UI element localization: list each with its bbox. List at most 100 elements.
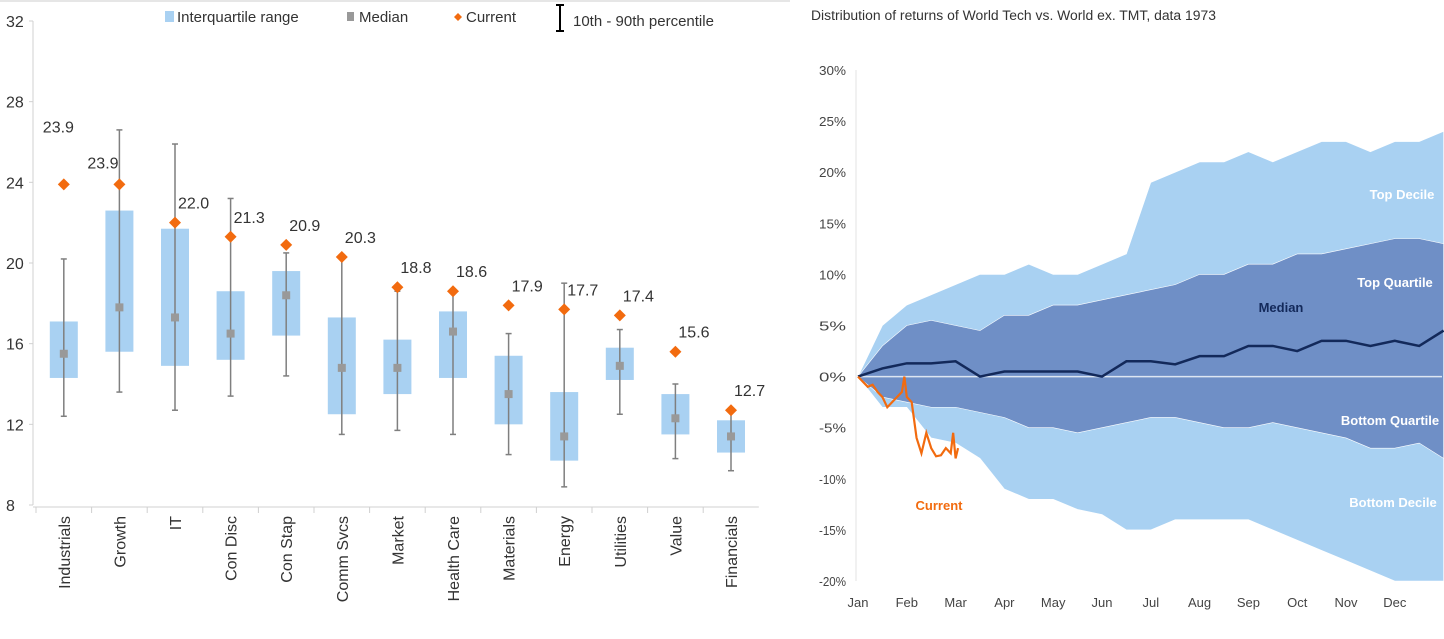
current-value-label: 18.8	[400, 260, 431, 277]
current-value-label: 17.7	[567, 282, 598, 299]
legend-whisker-swatch	[556, 4, 564, 32]
current-marker	[57, 178, 70, 191]
y-tick-label: -15%	[819, 523, 846, 538]
category-label: Value	[668, 516, 685, 556]
bottom-quartile-label: Bottom Quartile	[1341, 413, 1439, 428]
median-label: Median	[1259, 300, 1304, 315]
y-tick-label: 12	[6, 417, 24, 434]
legend-median-label: Median	[359, 9, 408, 26]
x-tick-label: Feb	[896, 595, 918, 610]
legend-iqr-label: Interquartile range	[177, 9, 299, 26]
legend-iqr-swatch	[165, 11, 174, 22]
current-marker	[447, 285, 459, 298]
y-tick-label: -20%	[819, 574, 846, 589]
current-marker	[613, 309, 626, 322]
bottom-decile-label: Bottom Decile	[1349, 495, 1436, 510]
y-tick-label: 16	[6, 337, 24, 354]
current-marker	[224, 230, 237, 243]
y-tick-label: 30%	[819, 63, 846, 78]
current-value-label: 17.4	[623, 288, 654, 305]
median-marker	[171, 313, 179, 322]
x-tick-label: Sep	[1237, 595, 1260, 610]
y-tick-label: 0%	[819, 370, 847, 385]
x-tick-label: Mar	[944, 595, 967, 610]
category-label: Growth	[112, 516, 129, 568]
x-tick-label: Aug	[1188, 595, 1211, 610]
legend-current-label: Current	[466, 9, 517, 26]
current-line	[857, 375, 960, 459]
legend-whisker-label: 10th - 90th percentile	[573, 13, 714, 30]
current-value-label: 23.9	[87, 155, 118, 172]
current-marker	[725, 404, 737, 417]
median-marker	[282, 291, 291, 300]
legend-current-swatch	[454, 13, 462, 21]
right-chart-title: Distribution of returns of World Tech vs…	[811, 8, 1216, 23]
current-label: Current	[916, 498, 964, 513]
y-tick-label: 25%	[819, 114, 846, 129]
y-tick-label: -5%	[819, 421, 847, 436]
valuation-box-chart: 8 12 16 20 24 28 32 23.9 Industrials 23.9 Growth 22…	[6, 14, 765, 602]
y-tick-label: 20	[6, 256, 24, 273]
current-value-label: 17.9	[512, 278, 543, 295]
current-value-label: 12.7	[734, 383, 765, 400]
current-value-label: 15.6	[678, 325, 709, 342]
category-label: IT	[168, 516, 185, 530]
median-marker	[727, 432, 735, 441]
y-tick-label: 5%	[819, 319, 847, 334]
legend: Interquartile range Median Current 10th …	[165, 4, 714, 32]
current-marker	[669, 345, 682, 358]
median-marker	[449, 327, 457, 336]
top-quartile-label: Top Quartile	[1357, 275, 1433, 290]
median-marker	[504, 390, 513, 399]
x-tick-label: Oct	[1287, 595, 1308, 610]
median-marker	[226, 329, 235, 338]
median-marker	[337, 363, 346, 372]
x-tick-label: May	[1041, 595, 1066, 610]
category-label: Utilities	[613, 516, 630, 568]
x-tick-label: Jul	[1142, 595, 1159, 610]
category-label: Energy	[557, 516, 574, 567]
current-marker	[391, 281, 404, 294]
y-tick-label: 32	[6, 14, 24, 31]
top-decile-label: Top Decile	[1370, 187, 1435, 202]
category-label: Materials	[502, 516, 519, 581]
y-tick-label: 15%	[819, 216, 846, 231]
current-marker	[502, 299, 515, 312]
y-tick-label: 20%	[819, 165, 846, 180]
current-marker	[113, 178, 126, 191]
median-marker	[671, 414, 680, 423]
current-marker	[280, 238, 293, 251]
category-label: Health Care	[446, 516, 463, 601]
category-label: Industrials	[57, 516, 74, 589]
median-marker	[615, 361, 624, 370]
current-marker	[558, 303, 571, 316]
current-value-label: 21.3	[234, 210, 265, 227]
current-value-label: 20.9	[289, 218, 320, 235]
category-label: Financials	[724, 516, 741, 588]
current-value-label: 22.0	[178, 196, 209, 213]
category-label: Con Disc	[224, 516, 241, 581]
median-marker	[393, 363, 402, 372]
x-tick-label: Jan	[848, 595, 869, 610]
current-value-label: 20.3	[345, 230, 376, 247]
y-tick-label: 10%	[819, 267, 846, 282]
category-label: Comm Svcs	[335, 516, 352, 602]
x-tick-label: Apr	[994, 595, 1015, 610]
median-marker	[59, 349, 68, 358]
current-marker	[335, 250, 348, 263]
median-line	[857, 329, 1444, 378]
returns-distribution-chart: -20% -15% -10% -5% 0% 5% 10% 15% 20% 25% 30% Jan Feb…	[819, 63, 1444, 610]
current-marker	[169, 216, 181, 229]
legend-median-swatch	[347, 12, 354, 21]
median-marker	[560, 432, 569, 441]
y-tick-label: 24	[6, 175, 24, 192]
median-marker	[115, 303, 124, 312]
y-tick-label: 8	[6, 498, 15, 515]
category-label: Market	[390, 515, 407, 564]
category-label: Con Stap	[279, 516, 296, 583]
current-value-label: 18.6	[456, 264, 487, 281]
x-tick-label: Jun	[1092, 595, 1113, 610]
x-tick-label: Nov	[1334, 595, 1358, 610]
y-tick-label: -10%	[819, 472, 846, 487]
